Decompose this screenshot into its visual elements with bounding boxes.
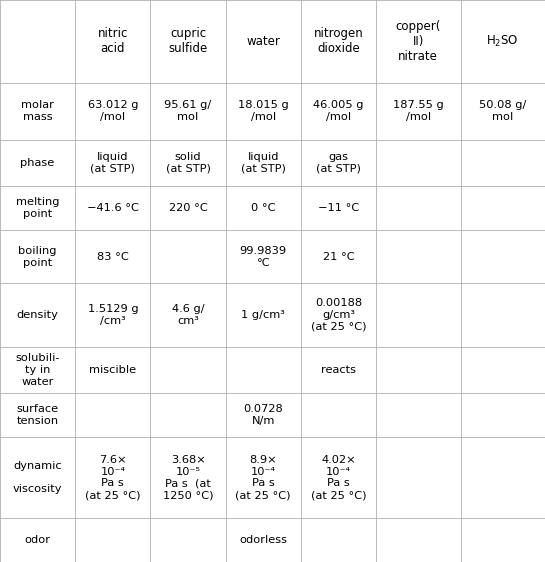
Text: odorless: odorless bbox=[239, 535, 287, 545]
Text: 95.61 g/
mol: 95.61 g/ mol bbox=[165, 101, 211, 122]
Text: liquid
(at STP): liquid (at STP) bbox=[241, 152, 286, 174]
Text: miscible: miscible bbox=[89, 365, 136, 375]
Text: 63.012 g
/mol: 63.012 g /mol bbox=[88, 101, 138, 122]
Text: melting
point: melting point bbox=[16, 197, 59, 219]
Text: H$_2$SO: H$_2$SO bbox=[487, 34, 519, 49]
Text: 187.55 g
/mol: 187.55 g /mol bbox=[393, 101, 444, 122]
Text: liquid
(at STP): liquid (at STP) bbox=[90, 152, 135, 174]
Text: water: water bbox=[246, 35, 280, 48]
Text: cupric
sulfide: cupric sulfide bbox=[168, 28, 208, 56]
Text: molar
mass: molar mass bbox=[21, 101, 54, 122]
Text: 50.08 g/
mol: 50.08 g/ mol bbox=[479, 101, 526, 122]
Text: 0.0728
N/m: 0.0728 N/m bbox=[244, 405, 283, 426]
Text: 3.68×
10⁻⁵
Pa s  (at
1250 °C): 3.68× 10⁻⁵ Pa s (at 1250 °C) bbox=[163, 455, 213, 500]
Text: 1.5129 g
/cm³: 1.5129 g /cm³ bbox=[88, 304, 138, 326]
Text: 21 °C: 21 °C bbox=[323, 252, 354, 262]
Text: 7.6×
10⁻⁴
Pa s
(at 25 °C): 7.6× 10⁻⁴ Pa s (at 25 °C) bbox=[85, 455, 141, 500]
Text: solubili-
ty in
water: solubili- ty in water bbox=[15, 353, 60, 387]
Text: 83 °C: 83 °C bbox=[97, 252, 129, 262]
Text: dynamic

viscosity: dynamic viscosity bbox=[13, 461, 62, 494]
Text: boiling
point: boiling point bbox=[19, 246, 57, 268]
Text: nitrogen
dioxide: nitrogen dioxide bbox=[313, 28, 364, 56]
Text: 220 °C: 220 °C bbox=[168, 203, 208, 213]
Text: 8.9×
10⁻⁴
Pa s
(at 25 °C): 8.9× 10⁻⁴ Pa s (at 25 °C) bbox=[235, 455, 291, 500]
Text: copper(
II)
nitrate: copper( II) nitrate bbox=[396, 20, 441, 63]
Text: odor: odor bbox=[25, 535, 51, 545]
Text: 0.00188
g/cm³
(at 25 °C): 0.00188 g/cm³ (at 25 °C) bbox=[311, 298, 366, 332]
Text: phase: phase bbox=[21, 158, 55, 168]
Text: 46.005 g
/mol: 46.005 g /mol bbox=[313, 101, 364, 122]
Text: 4.02×
10⁻⁴
Pa s
(at 25 °C): 4.02× 10⁻⁴ Pa s (at 25 °C) bbox=[311, 455, 366, 500]
Text: solid
(at STP): solid (at STP) bbox=[166, 152, 210, 174]
Text: −11 °C: −11 °C bbox=[318, 203, 359, 213]
Text: 99.9839
°C: 99.9839 °C bbox=[240, 246, 287, 268]
Text: 0 °C: 0 °C bbox=[251, 203, 275, 213]
Text: gas
(at STP): gas (at STP) bbox=[316, 152, 361, 174]
Text: nitric
acid: nitric acid bbox=[98, 28, 128, 56]
Text: −41.6 °C: −41.6 °C bbox=[87, 203, 139, 213]
Text: 18.015 g
/mol: 18.015 g /mol bbox=[238, 101, 289, 122]
Text: density: density bbox=[17, 310, 58, 320]
Text: reacts: reacts bbox=[321, 365, 356, 375]
Text: surface
tension: surface tension bbox=[16, 405, 59, 426]
Text: 4.6 g/
cm³: 4.6 g/ cm³ bbox=[172, 304, 204, 326]
Text: 1 g/cm³: 1 g/cm³ bbox=[241, 310, 285, 320]
